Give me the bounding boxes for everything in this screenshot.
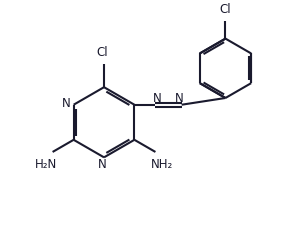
Text: N: N — [152, 92, 161, 105]
Text: N: N — [62, 97, 71, 110]
Text: NH₂: NH₂ — [151, 158, 173, 171]
Text: Cl: Cl — [97, 46, 108, 59]
Text: N: N — [98, 158, 107, 171]
Text: Cl: Cl — [220, 4, 231, 17]
Text: N: N — [175, 92, 184, 105]
Text: H₂N: H₂N — [35, 158, 57, 171]
